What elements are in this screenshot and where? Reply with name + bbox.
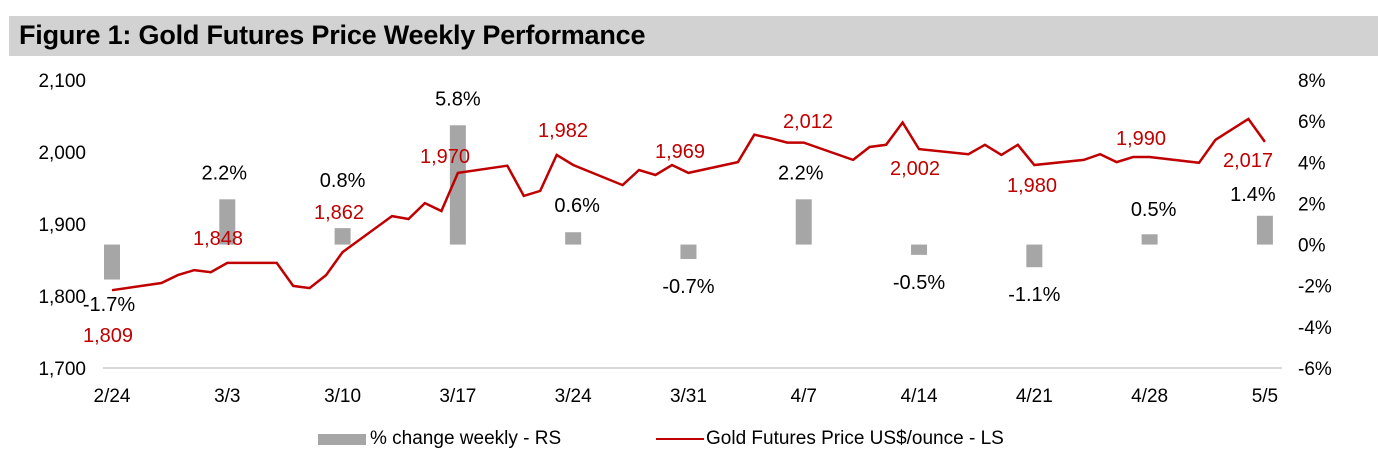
x-axis: 2/24 3/3 3/10 3/17 3/24 3/31 4/7 4/14 4/21 4/28 5/… [94,386,1279,407]
bar-series [104,125,1273,280]
legend-line-swatch [656,438,704,440]
bar-labels: -1.7% 2.2% 0.8% 5.8% 0.6% -0.7% 2.2% -0.5% -1.1%… [83,88,1276,316]
price-data-label: 1,969 [655,141,705,163]
left-axis-tick-label: 1,700 [38,359,86,380]
legend-bar-swatch [318,433,366,445]
legend-item-line: Gold Futures Price US$/ounce - LS [656,424,1004,454]
price-data-label: 1,848 [193,228,243,250]
price-data-label: 1,970 [420,146,470,168]
bar [219,199,236,245]
bar [449,125,466,245]
bar [1141,234,1158,245]
chart: 1,700 1,800 1,900 2,000 2,100 -6% -4% -2% 0% 2% 4… [38,71,1332,407]
bar-data-label: 0.8% [320,170,366,192]
legend-line-label: Gold Futures Price US$/ounce - LS [706,428,1004,449]
bar [1256,215,1273,245]
left-axis-tick-label: 2,100 [38,71,86,92]
left-axis-tick-label: 2,000 [38,143,86,164]
bar [795,199,812,245]
price-labels: 1,809 1,848 1,862 1,970 1,982 1,969 2,012 2,002… [83,111,1273,347]
right-axis-tick-label: -4% [1298,318,1332,339]
x-axis-tick-label: 2/24 [94,386,131,407]
price-data-label: 1,982 [538,120,588,142]
right-axis-tick-label: 0% [1298,236,1326,257]
right-axis: -6% -4% -2% 0% 2% 4% 6% 8% [1298,71,1332,380]
bar [565,232,582,245]
price-data-label: 2,017 [1223,150,1273,172]
x-axis-tick-label: 3/3 [214,386,240,407]
x-axis-tick-label: 4/14 [901,386,938,407]
bar [104,244,120,280]
x-axis-tick-label: 5/5 [1252,386,1278,407]
right-axis-tick-label: 4% [1298,153,1326,174]
bar [911,244,928,255]
figure-title-bar: Figure 1: Gold Futures Price Weekly Perf… [9,16,1378,56]
price-data-label: 2,002 [890,158,940,180]
x-axis-tick-label: 3/31 [670,386,707,407]
left-axis-tick-label: 1,900 [38,215,86,236]
right-axis-tick-label: -2% [1298,277,1332,298]
x-axis-tick-label: 4/7 [791,386,817,407]
bar-data-label: 5.8% [435,88,481,110]
legend-item-bar: % change weekly - RS [318,424,561,454]
price-data-label: 1,980 [1007,175,1057,197]
legend: % change weekly - RS Gold Futures Price … [0,424,1378,454]
bar [680,244,697,259]
bar-data-label: -1.1% [1008,284,1060,306]
bar-data-label: 2.2% [778,162,824,184]
bar-data-label: 2.2% [201,162,247,184]
x-axis-tick-label: 3/24 [555,386,592,407]
bar-data-label: -0.7% [662,276,714,298]
figure-title: Figure 1: Gold Futures Price Weekly Perf… [19,20,646,50]
price-data-label: 1,990 [1116,128,1166,150]
bar-data-label: 1.4% [1230,184,1276,206]
left-axis: 1,700 1,800 1,900 2,000 2,100 [38,71,86,380]
bar [334,228,351,245]
bar-data-label: 0.6% [554,195,600,217]
right-axis-tick-label: 8% [1298,71,1326,92]
right-axis-tick-label: -6% [1298,359,1332,380]
bar-data-label: 0.5% [1131,199,1177,221]
right-axis-tick-label: 6% [1298,112,1326,133]
right-axis-tick-label: 2% [1298,194,1326,215]
x-axis-tick-label: 4/28 [1131,386,1168,407]
bar-data-label: -0.5% [893,272,945,294]
x-axis-tick-label: 3/10 [324,386,361,407]
x-axis-tick-label: 3/17 [439,386,476,407]
bar [1026,244,1043,268]
price-data-label: 1,862 [314,202,364,224]
bar-data-label: -1.7% [83,294,135,316]
legend-bar-label: % change weekly - RS [370,428,562,449]
price-data-label: 1,809 [83,325,133,347]
price-data-label: 2,012 [783,111,833,133]
price-line [111,117,1266,292]
left-axis-tick-label: 1,800 [38,287,86,308]
x-axis-tick-label: 4/21 [1016,386,1053,407]
